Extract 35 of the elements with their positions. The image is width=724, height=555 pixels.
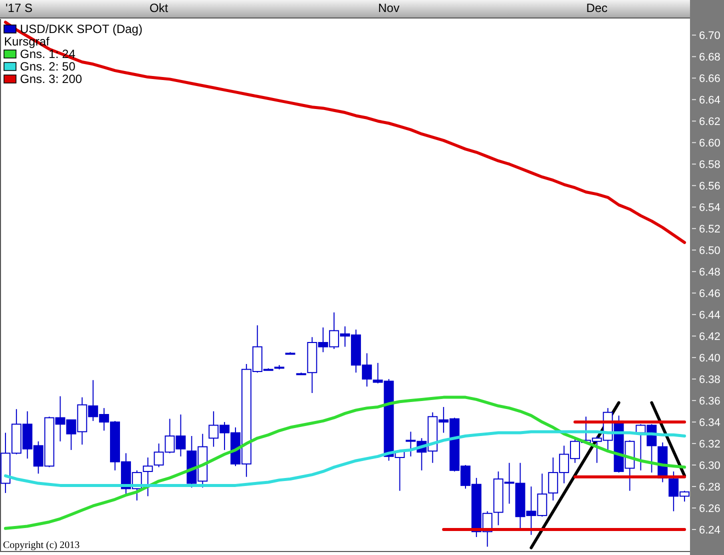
y-tick-label: 6.26 — [699, 503, 720, 516]
y-tick-label: 6.36 — [699, 396, 720, 408]
y-tick-label: 6.46 — [699, 288, 720, 300]
line-series — [4, 20, 686, 244]
x-tick-label: Okt — [149, 1, 169, 15]
x-tick-label: '17 S — [6, 1, 32, 15]
candlestick — [142, 456, 153, 497]
y-tick-label: 6.66 — [699, 73, 720, 86]
y-tick-label: 6.34 — [699, 417, 720, 430]
y-tick-label: 6.58 — [699, 159, 720, 172]
y-tick-label: 6.70 — [699, 30, 720, 42]
y-tick-label: 6.60 — [699, 138, 720, 150]
x-tick-label: Nov — [378, 1, 400, 15]
y-tick-label: 6.56 — [699, 180, 720, 193]
y-tick-label: 6.38 — [699, 374, 720, 386]
line-series — [4, 396, 686, 530]
y-tick-label: 6.40 — [699, 352, 720, 365]
y-tick-label: 6.68 — [699, 52, 720, 64]
y-tick-label: 6.54 — [699, 202, 720, 214]
y-tick-label: 6.28 — [699, 482, 720, 494]
y-tick-label: 6.32 — [699, 438, 720, 451]
y-tick-label: 6.24 — [699, 524, 720, 537]
y-tick-label: 6.52 — [699, 224, 720, 236]
y-tick-label: 6.62 — [699, 116, 720, 128]
y-tick-label: 6.64 — [699, 94, 720, 107]
x-tick-label: Dec — [586, 1, 608, 15]
y-tick-label: 6.30 — [699, 460, 720, 472]
y-tick-label: 6.50 — [699, 245, 720, 258]
y-tick-label: 6.48 — [699, 266, 720, 279]
legend-label: Gns. 3: 200 — [20, 72, 82, 86]
legend-label: USD/DKK SPOT (Dag) — [20, 22, 142, 36]
y-tick-label: 6.42 — [699, 331, 720, 344]
annotation: Copyright (c) 2013 — [3, 540, 80, 551]
y-tick-label: 6.44 — [699, 310, 720, 322]
legend-label: Gns. 2: 50 — [20, 60, 76, 74]
